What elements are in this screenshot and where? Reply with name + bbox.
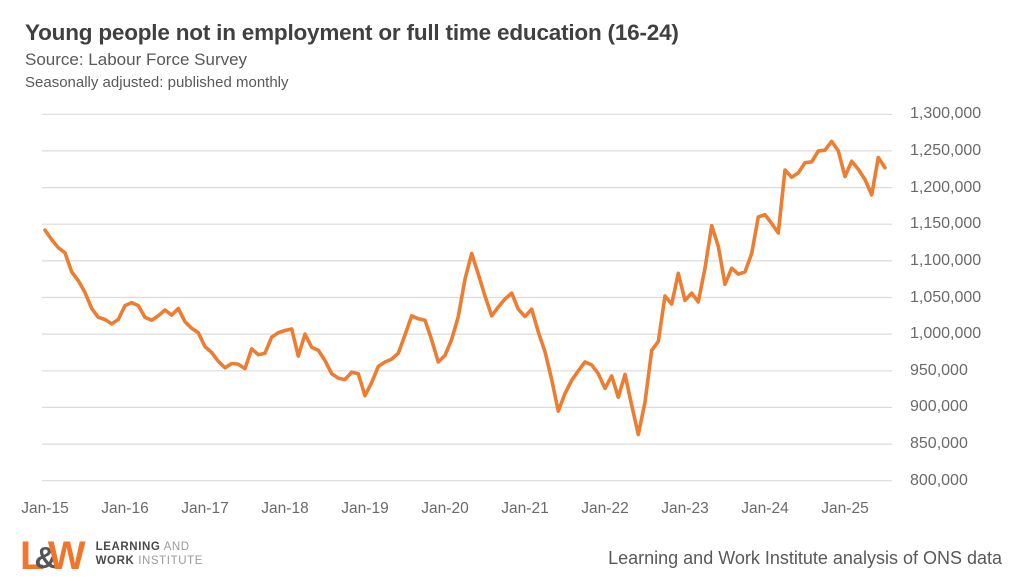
lw-logo-mark: L & W — [20, 534, 86, 578]
y-axis-label: 1,150,000 — [910, 215, 982, 232]
logo-wordmark: LEARNING AND WORK INSTITUTE — [96, 540, 203, 568]
source-line: Source: Labour Force Survey — [25, 50, 248, 69]
x-axis-label: Jan-20 — [421, 500, 469, 517]
y-axis-label: 850,000 — [910, 435, 968, 452]
y-axis-label: 1,000,000 — [910, 325, 982, 342]
x-axis-label: Jan-23 — [661, 500, 709, 517]
logo-ampersand-icon: & — [34, 540, 57, 575]
lw-institute-logo: L & W LEARNING AND WORK INSTITUTE — [20, 534, 203, 578]
y-axis-label: 1,100,000 — [910, 252, 982, 269]
logo-wordmark-line2: WORK INSTITUTE — [95, 555, 204, 567]
attribution-text: Learning and Work Institute analysis of … — [608, 548, 1002, 568]
logo-letter-w: W — [47, 534, 86, 578]
y-axis-label: 800,000 — [910, 472, 968, 489]
x-axis-label: Jan-17 — [181, 500, 229, 517]
y-axis-label: 1,200,000 — [910, 179, 982, 196]
x-axis-label: Jan-21 — [501, 500, 549, 517]
x-axis-label: Jan-24 — [741, 500, 789, 517]
neet-trend-line — [43, 139, 887, 437]
x-axis-label: Jan-22 — [581, 500, 629, 517]
y-axis-label: 1,300,000 — [910, 105, 982, 122]
y-axis-label: 950,000 — [910, 362, 968, 379]
y-axis-label: 900,000 — [910, 398, 968, 415]
x-axis-label: Jan-25 — [821, 500, 869, 517]
x-axis-label: Jan-16 — [101, 500, 149, 517]
y-axis-label: 1,250,000 — [910, 142, 982, 159]
x-axis-label: Jan-15 — [21, 500, 69, 517]
y-axis-label: 1,050,000 — [910, 289, 982, 306]
seasonal-note-line: Seasonally adjusted: published monthly — [25, 74, 289, 91]
page-title: Young people not in employment or full t… — [25, 20, 679, 45]
x-axis-label: Jan-19 — [341, 500, 389, 517]
logo-wordmark-line1: LEARNING AND — [95, 541, 190, 553]
x-axis-label: Jan-18 — [261, 500, 309, 517]
logo-letter-l: L — [20, 534, 45, 578]
